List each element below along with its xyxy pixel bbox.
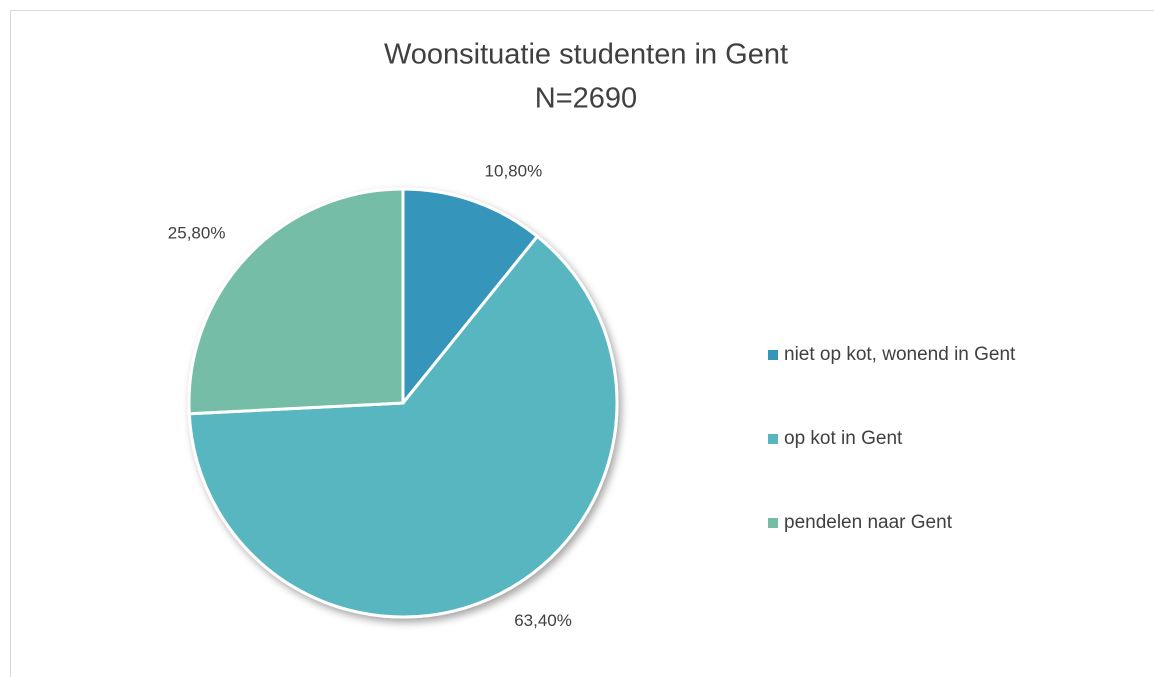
legend-label: pendelen naar Gent: [784, 512, 953, 533]
pie: [187, 187, 619, 619]
chart-title: Woonsituatie studenten in Gent: [384, 39, 788, 71]
data-label: 10,80%: [485, 161, 543, 180]
legend-label: op kot in Gent: [784, 428, 903, 449]
chart-frame: [10, 10, 1154, 677]
pie-slice: [187, 187, 405, 416]
chart-subtitle: N=2690: [535, 83, 637, 115]
pie-slice: [401, 187, 540, 408]
data-label: 63,40%: [514, 611, 572, 630]
legend-swatch: [768, 434, 778, 444]
legend-swatch: [768, 518, 778, 528]
pie-slice: [187, 234, 619, 619]
legend-swatch: [768, 350, 778, 360]
data-label: 25,80%: [168, 224, 226, 243]
legend-label: niet op kot, wonend in Gent: [784, 344, 1016, 365]
